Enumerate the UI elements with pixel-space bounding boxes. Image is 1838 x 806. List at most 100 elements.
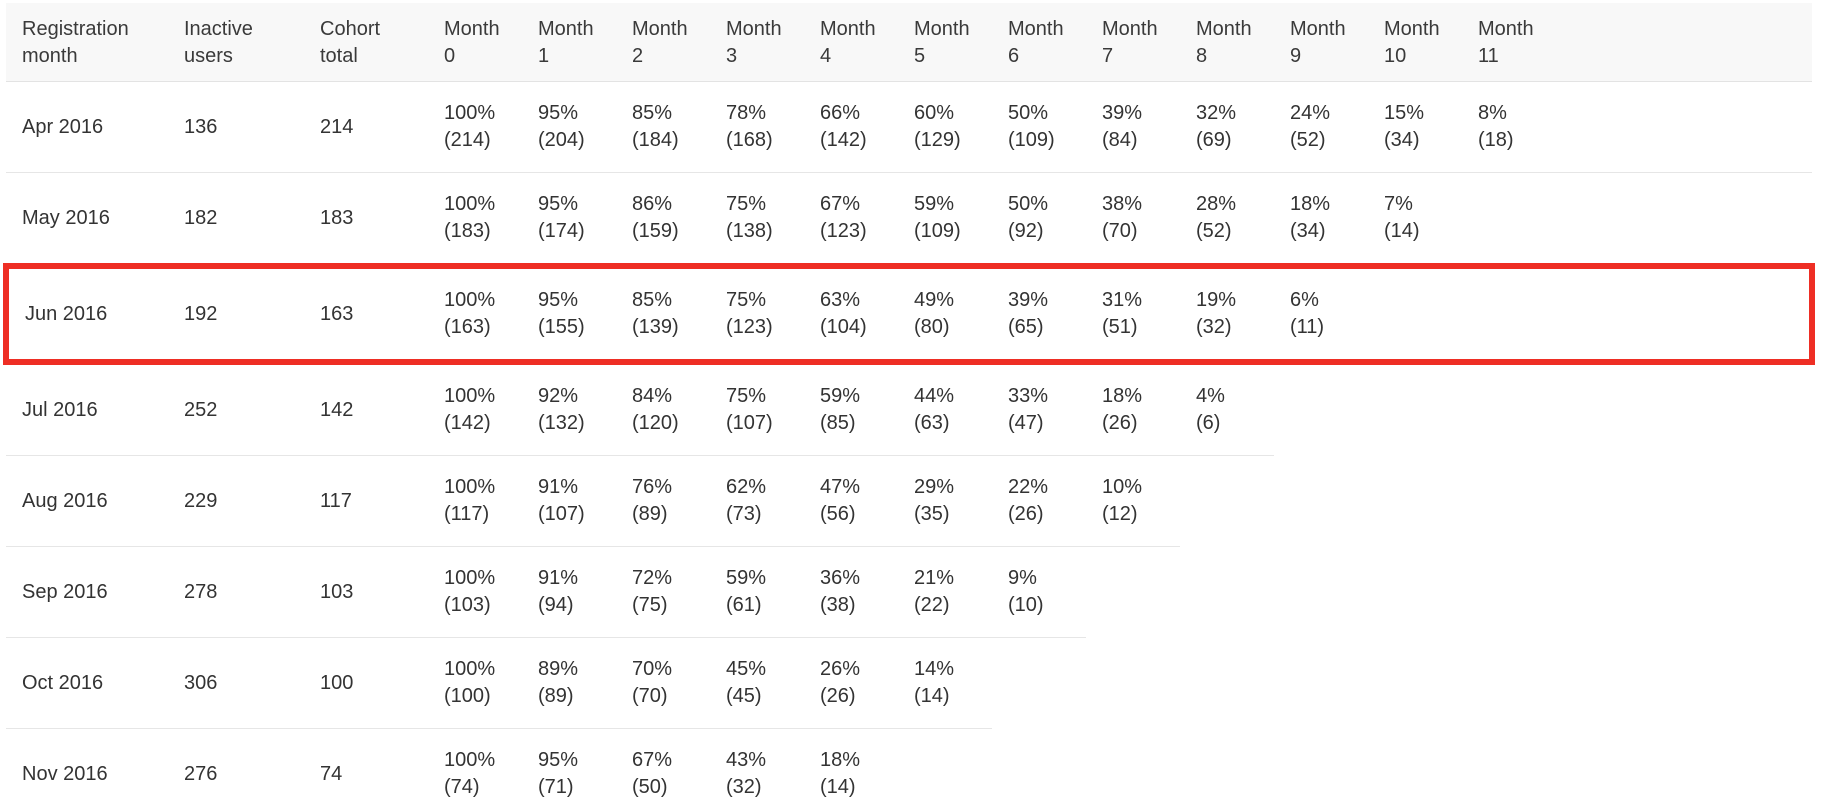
retention-count: (70) bbox=[632, 685, 668, 707]
column-header-label: Cohort total bbox=[320, 18, 381, 67]
retention-cell-month-2: 85% (184) bbox=[616, 81, 710, 173]
retention-cell-month-11 bbox=[1462, 729, 1812, 806]
retention-percent: 100% bbox=[444, 289, 496, 311]
retention-percent: 95% bbox=[538, 193, 579, 215]
retention-percent: 39% bbox=[1102, 102, 1143, 124]
retention-cell-month-11 bbox=[1462, 173, 1812, 267]
retention-count: (45) bbox=[726, 685, 762, 707]
retention-cell-month-1: 92% (132) bbox=[522, 362, 616, 456]
retention-percent: 95% bbox=[538, 749, 579, 771]
retention-cell-month-10 bbox=[1368, 547, 1462, 638]
registration-month-cell: Apr 2016 bbox=[6, 81, 168, 173]
retention-percent: 75% bbox=[726, 289, 767, 311]
retention-cell-month-10 bbox=[1368, 362, 1462, 456]
retention-percent: 67% bbox=[820, 193, 861, 215]
retention-cell-month-0: 100% (214) bbox=[428, 81, 522, 173]
retention-count: (117) bbox=[444, 503, 490, 525]
retention-cell-month-8: 28% (52) bbox=[1180, 172, 1274, 267]
cohort-total-cell: 74 bbox=[320, 762, 343, 785]
retention-cell-month-4: 63% (104) bbox=[804, 263, 898, 365]
column-header: Month 8 bbox=[1180, 3, 1274, 82]
retention-cell-month-6: 9% (10) bbox=[992, 546, 1086, 638]
retention-count: (75) bbox=[632, 594, 668, 616]
retention-percent: 29% bbox=[914, 476, 955, 498]
column-header-label: Month 9 bbox=[1290, 18, 1346, 67]
retention-percent: 86% bbox=[632, 193, 673, 215]
retention-count: (184) bbox=[632, 129, 679, 151]
retention-cell-month-11: 8% (18) bbox=[1462, 81, 1812, 173]
retention-cell-month-10: 7% (14) bbox=[1368, 172, 1462, 267]
retention-percent: 50% bbox=[1008, 193, 1049, 215]
retention-count: (73) bbox=[726, 503, 762, 525]
retention-cell-month-8 bbox=[1180, 547, 1274, 638]
inactive-users-cell: 192 bbox=[168, 263, 304, 365]
retention-cell-month-9: 6% (11) bbox=[1274, 263, 1368, 365]
retention-percent: 100% bbox=[444, 385, 496, 407]
retention-count: (18) bbox=[1478, 129, 1514, 151]
retention-cell-month-8 bbox=[1180, 456, 1274, 547]
retention-cell-month-11 bbox=[1462, 263, 1815, 365]
retention-cell-month-5: 21% (22) bbox=[898, 546, 992, 638]
retention-count: (168) bbox=[726, 129, 773, 151]
retention-cell-month-11 bbox=[1462, 547, 1812, 638]
retention-count: (38) bbox=[820, 594, 856, 616]
column-header-label: Month 1 bbox=[538, 18, 594, 67]
cohort-total-cell: 142 bbox=[304, 362, 428, 456]
retention-cell-month-4: 67% (123) bbox=[804, 172, 898, 267]
retention-percent: 63% bbox=[820, 289, 861, 311]
column-header-label: Month 0 bbox=[444, 18, 500, 67]
retention-count: (85) bbox=[820, 412, 856, 434]
retention-percent: 10% bbox=[1102, 476, 1143, 498]
retention-count: (92) bbox=[1008, 220, 1044, 242]
retention-percent: 18% bbox=[820, 749, 861, 771]
retention-cell-month-0: 100% (142) bbox=[428, 362, 522, 456]
retention-percent: 66% bbox=[820, 102, 861, 124]
retention-count: (26) bbox=[1102, 412, 1138, 434]
retention-count: (94) bbox=[538, 594, 574, 616]
retention-percent: 39% bbox=[1008, 289, 1049, 311]
retention-count: (174) bbox=[538, 220, 585, 242]
column-header-label: Month 2 bbox=[632, 18, 688, 67]
retention-percent: 72% bbox=[632, 567, 673, 589]
retention-percent: 60% bbox=[914, 102, 955, 124]
retention-cell-month-5: 49% (80) bbox=[898, 263, 992, 365]
retention-percent: 59% bbox=[726, 567, 767, 589]
retention-cell-month-2: 76% (89) bbox=[616, 455, 710, 547]
retention-cell-month-5 bbox=[898, 729, 992, 806]
retention-count: (123) bbox=[820, 220, 867, 242]
column-header-label: Month 7 bbox=[1102, 18, 1158, 67]
retention-percent: 75% bbox=[726, 385, 767, 407]
cohort-total-cell: 100 bbox=[304, 637, 428, 729]
retention-percent: 43% bbox=[726, 749, 767, 771]
retention-cell-month-0: 100% (74) bbox=[428, 729, 522, 806]
cohort-total-cell: 163 bbox=[304, 263, 428, 365]
retention-percent: 28% bbox=[1196, 193, 1237, 215]
retention-count: (138) bbox=[726, 220, 773, 242]
retention-percent: 18% bbox=[1290, 193, 1331, 215]
column-header: Month 9 bbox=[1274, 3, 1368, 82]
retention-cell-month-2: 67% (50) bbox=[616, 729, 710, 806]
retention-count: (109) bbox=[1008, 129, 1055, 151]
retention-cell-month-2: 86% (159) bbox=[616, 172, 710, 267]
column-header-label: Month 5 bbox=[914, 18, 970, 67]
column-header-label: Inactive users bbox=[184, 18, 253, 67]
retention-cell-month-3: 75% (123) bbox=[710, 263, 804, 365]
retention-cell-month-6: 22% (26) bbox=[992, 455, 1086, 547]
retention-cell-month-7: 38% (70) bbox=[1086, 172, 1180, 267]
retention-cell-month-10 bbox=[1368, 456, 1462, 547]
retention-percent: 91% bbox=[538, 567, 579, 589]
retention-cell-month-2: 84% (120) bbox=[616, 362, 710, 456]
retention-count: (10) bbox=[1008, 594, 1044, 616]
retention-count: (22) bbox=[914, 594, 950, 616]
retention-cell-month-1: 95% (155) bbox=[522, 263, 616, 365]
inactive-users-cell: 278 bbox=[168, 546, 304, 638]
retention-percent: 7% bbox=[1384, 193, 1413, 215]
column-header-label: Month 3 bbox=[726, 18, 782, 67]
retention-count: (32) bbox=[726, 776, 762, 798]
retention-cell-month-4: 47% (56) bbox=[804, 455, 898, 547]
retention-cell-month-11 bbox=[1462, 362, 1812, 456]
retention-cell-month-10 bbox=[1368, 263, 1462, 365]
cohort-total-cell: 214 bbox=[304, 81, 428, 173]
retention-percent: 100% bbox=[444, 193, 496, 215]
column-header: Month 1 bbox=[522, 3, 616, 82]
